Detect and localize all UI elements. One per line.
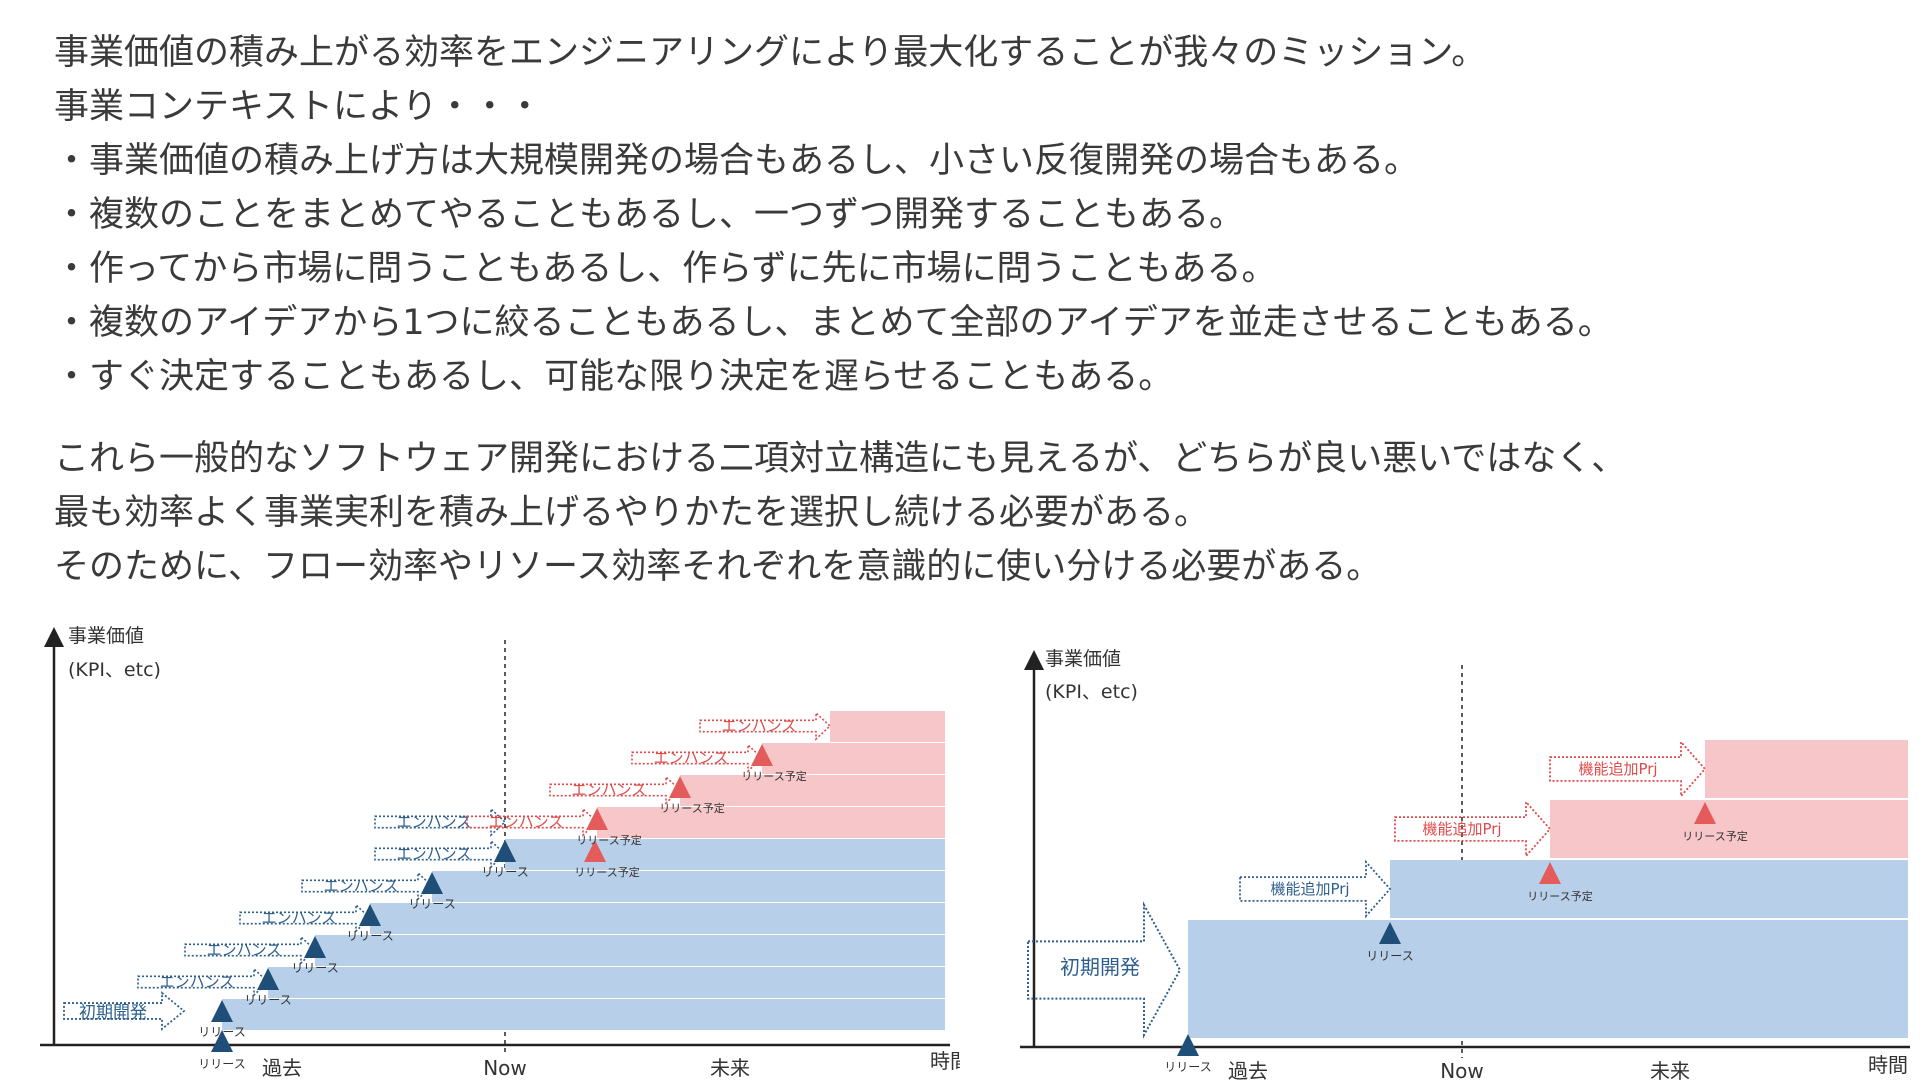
past-value-block	[222, 999, 945, 1030]
enhance-label: エンハンス	[324, 877, 399, 895]
intro-line: ・複数のアイデアから1つに絞ることもあるし、まとめて全部のアイデアを並走させるこ…	[54, 303, 1613, 343]
planned-release-label: リリース予定	[1527, 889, 1592, 903]
past-value-block	[1390, 860, 1908, 918]
x-label-now: Now	[483, 1056, 527, 1080]
y-axis-label: 事業価値	[1045, 648, 1121, 670]
future-value-block	[762, 743, 945, 774]
x-label-now: Now	[1440, 1059, 1484, 1080]
enhance-arrow	[301, 871, 434, 901]
y-axis-unit: (KPI、etc)	[68, 659, 161, 681]
release-label: リリース	[1366, 949, 1413, 963]
release-marker	[1379, 922, 1401, 944]
past-value-block	[268, 967, 945, 998]
past-value-block	[505, 839, 945, 870]
future-value-block	[597, 807, 945, 838]
planned-enhance-arrow	[549, 775, 682, 805]
planned-release-label: リリース予定	[1682, 829, 1747, 843]
planned-enhance-arrow	[631, 743, 764, 773]
enhance-arrow	[374, 807, 507, 837]
x-label-future: 未来	[1650, 1059, 1690, 1080]
planned-release-marker	[669, 776, 691, 798]
release-marker	[421, 872, 443, 894]
past-value-block	[1188, 920, 1908, 1038]
planned-enhance-arrow	[466, 807, 599, 837]
release-label: リリース	[481, 865, 528, 879]
enhance-arrow	[374, 839, 507, 869]
planned-release-marker	[586, 808, 608, 830]
large-project-diagram: 事業価値 (KPI、etc) 過去 Now 未来 時間 初期開発 機能追加Prj 機…	[1020, 648, 1910, 1080]
release-label: リリース	[198, 1025, 245, 1039]
planned-enhance-label: エンハンス	[722, 717, 797, 735]
initial-dev-label: 初期開発	[79, 1003, 147, 1023]
intro-line: ・複数のことをまとめてやることもあるし、一つずつ開発することもある。	[54, 195, 1245, 235]
release-label: リリース	[244, 993, 291, 1007]
x-label-future: 未来	[710, 1056, 750, 1080]
release-marker	[211, 1030, 233, 1052]
release-label: リリース	[408, 897, 455, 911]
planned-release-label: リリース予定	[741, 769, 806, 783]
release-marker	[211, 1000, 233, 1022]
past-value-block	[370, 903, 945, 934]
planned-release-marker	[751, 744, 773, 766]
planned-feature-project-label: 機能追加Prj	[1578, 760, 1657, 778]
planned-enhance-label: エンハンス	[654, 749, 729, 767]
planned-release-marker	[1539, 862, 1561, 884]
enhance-label: エンハンス	[397, 813, 472, 831]
planned-release-label: リリース予定	[574, 865, 639, 879]
past-value-block	[432, 871, 945, 902]
enhance-arrow	[184, 935, 317, 965]
planned-release-marker	[1694, 802, 1716, 824]
planned-feature-project-label: 機能追加Prj	[1422, 820, 1501, 838]
release-label: リリース	[346, 929, 393, 943]
release-label: リリース	[198, 1057, 245, 1071]
planned-feature-project-arrow	[1549, 739, 1707, 799]
enhance-label: エンハンス	[207, 941, 282, 959]
intro-line: ・作ってから市場に問うこともあるし、作らずに先に市場に問うこともある。	[54, 249, 1277, 289]
planned-enhance-label: エンハンス	[489, 813, 564, 831]
enhance-arrow	[137, 967, 270, 997]
release-marker	[304, 936, 326, 958]
enhance-label: エンハンス	[160, 973, 235, 991]
x-label-past: 過去	[262, 1056, 302, 1080]
planned-feature-project-arrow	[1394, 799, 1552, 859]
future-value-block	[680, 775, 945, 806]
x-label-past: 過去	[1228, 1059, 1268, 1080]
release-marker	[494, 840, 516, 862]
enhance-label: エンハンス	[262, 909, 337, 927]
x-axis-label: 時間	[1868, 1053, 1908, 1077]
planned-enhance-arrow	[699, 711, 832, 741]
enhance-label: エンハンス	[397, 845, 472, 863]
intro-line: 事業コンテキストにより・・・	[54, 87, 543, 127]
intro-line: 事業価値の積み上がる効率をエンジニアリングにより最大化することが我々のミッション…	[54, 33, 1487, 73]
planned-enhance-label: エンハンス	[572, 781, 647, 799]
intro-line: ・すぐ決定することもあるし、可能な限り決定を遅らせることもある。	[54, 357, 1174, 397]
conclusion-line: 最も効率よく事業実利を積み上げるやりかたを選択し続ける必要がある。	[54, 493, 1210, 533]
release-marker	[257, 968, 279, 990]
iterative-development-diagram: 事業価値 (KPI、etc) 過去 Now 未来 時間 初期開発エンハンスエンハ…	[40, 625, 960, 1080]
conclusion-line: これら一般的なソフトウェア開発における二項対立構造にも見えるが、どちらが良い悪い…	[54, 439, 1627, 479]
release-label: リリース	[1164, 1060, 1211, 1074]
initial-dev-arrow	[63, 991, 186, 1031]
enhance-arrow	[239, 903, 372, 933]
planned-release-label: リリース予定	[659, 801, 724, 815]
initial-dev-label: 初期開発	[1060, 955, 1140, 979]
future-value-block	[830, 711, 945, 742]
future-value-block	[1705, 740, 1908, 798]
y-axis-label: 事業価値	[68, 625, 144, 647]
text-block: 事業価値の積み上がる効率をエンジニアリングにより最大化することが我々のミッション…	[54, 26, 1626, 594]
planned-release-marker	[584, 840, 606, 862]
future-value-block	[1550, 800, 1908, 858]
past-value-block	[315, 935, 945, 966]
release-marker	[359, 904, 381, 926]
y-axis-unit: (KPI、etc)	[1045, 681, 1138, 703]
conclusion-line: そのために、フロー効率やリソース効率それぞれを意識的に使い分ける必要がある。	[54, 547, 1382, 587]
planned-release-label: リリース予定	[576, 833, 641, 847]
feature-project-arrow	[1239, 859, 1392, 919]
release-label: リリース	[291, 961, 338, 975]
intro-line: ・事業価値の積み上げ方は大規模開発の場合もあるし、小さい反復開発の場合もある。	[54, 141, 1420, 181]
feature-project-label: 機能追加Prj	[1270, 880, 1349, 898]
release-marker	[1177, 1034, 1199, 1056]
x-axis-label: 時間	[930, 1049, 960, 1073]
